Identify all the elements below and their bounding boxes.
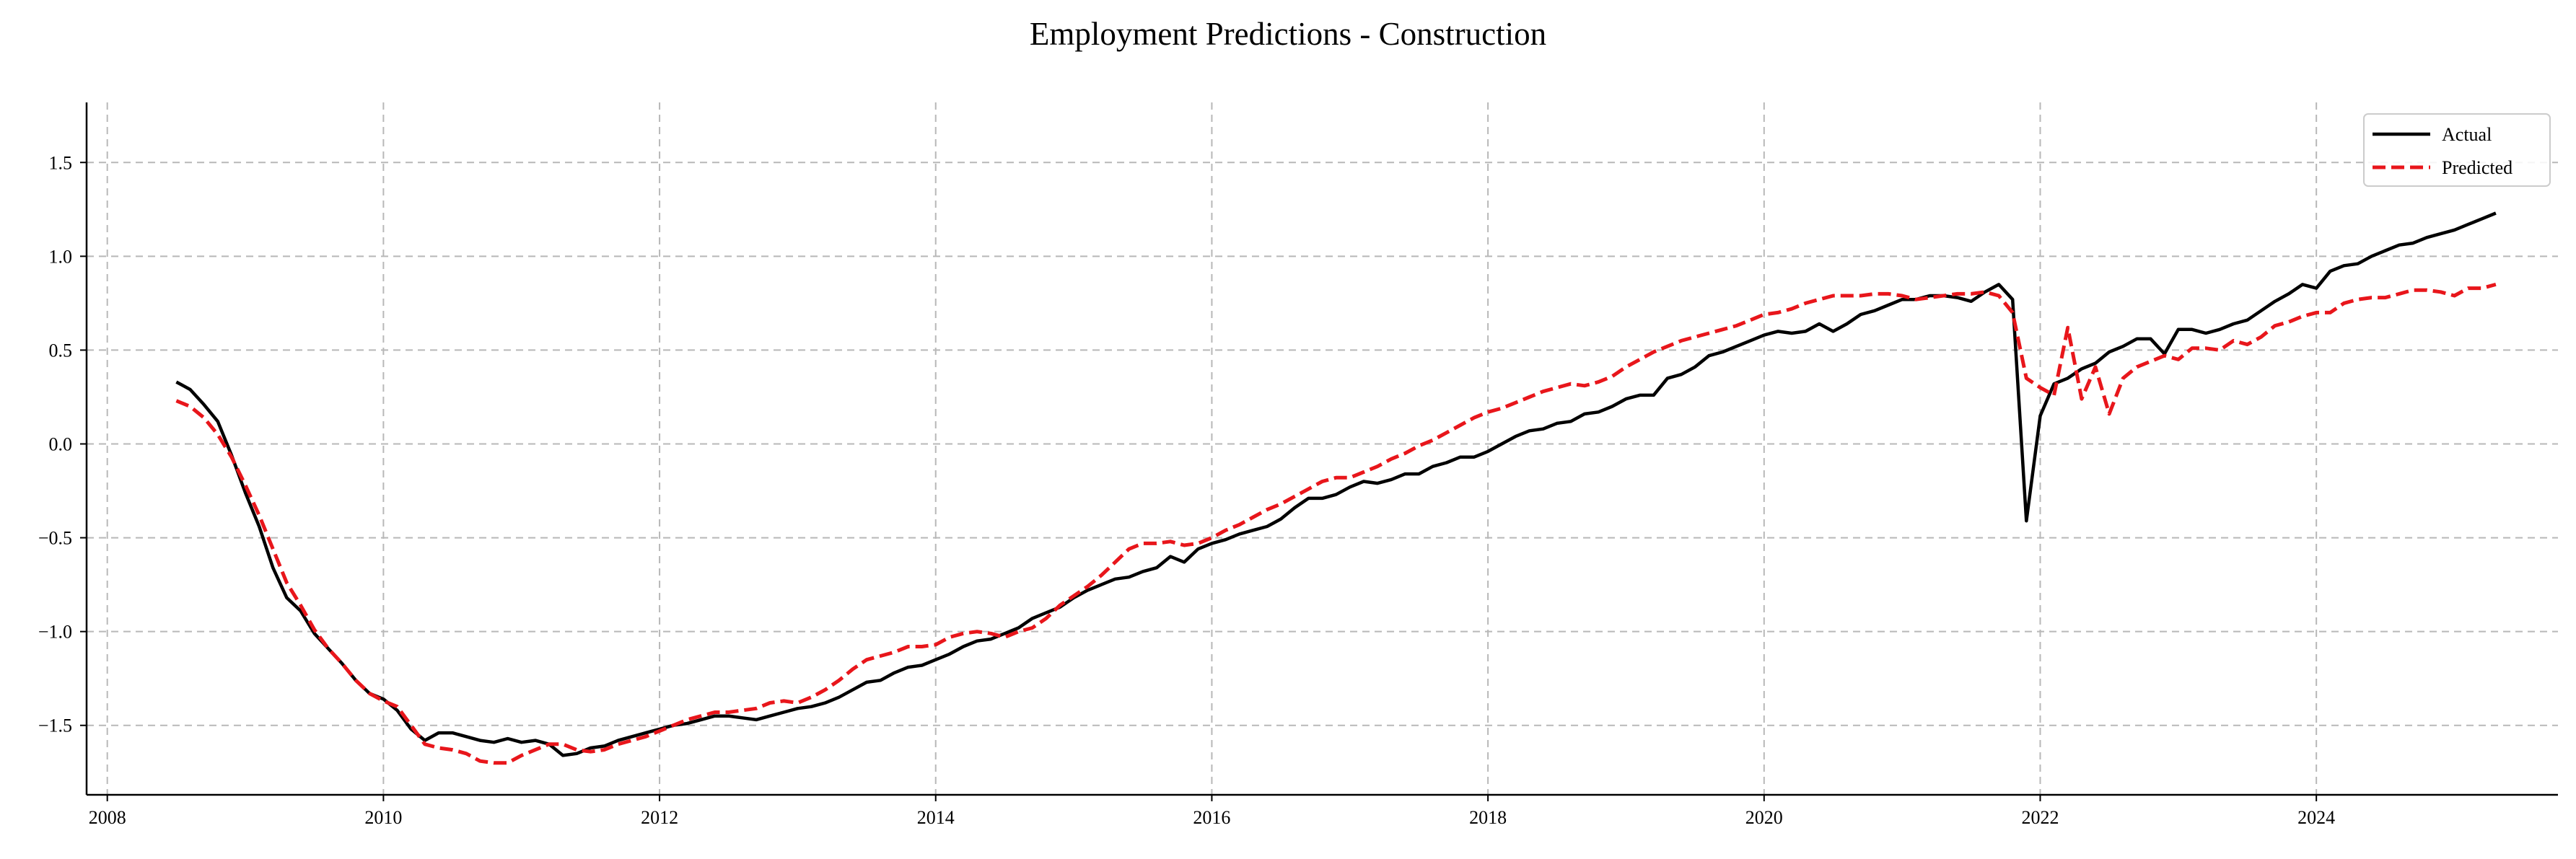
legend-label-actual: Actual [2442,124,2492,145]
y-tick-label-5: 1.0 [49,246,73,267]
y-tick-label-6: 1.5 [49,152,73,173]
x-tick-label-2014: 2014 [917,807,955,828]
series-line-actual [175,211,2497,757]
tick-labels: 2008 2010 2012 2014 2016 2018 2020 2022 2024 −1.5… [38,152,2335,828]
x-tick-label-2012: 2012 [641,807,678,828]
legend-label-predicted: Predicted [2442,157,2513,178]
legend: Actual Predicted [2363,113,2551,187]
y-tick-label-3: 0.0 [49,433,73,454]
y-tick-label-0: −1.5 [38,715,72,736]
y-tick-label-1: −1.0 [38,622,72,643]
chart-title: Employment Predictions - Construction [1030,16,1546,52]
x-tick-label-2024: 2024 [2297,807,2335,828]
x-tick-label-2018: 2018 [1469,807,1507,828]
y-tick-label-2: −0.5 [38,528,72,549]
grid-lines [87,102,2558,795]
y-tick-label-4: 0.5 [49,340,73,361]
x-tick-label-2020: 2020 [1745,807,1783,828]
axes [85,102,2558,796]
x-tick-label-2008: 2008 [89,807,126,828]
x-tick-label-2022: 2022 [2021,807,2059,828]
series-lines [175,211,2497,765]
x-tick-label-2016: 2016 [1193,807,1230,828]
series-line-predicted [175,282,2497,765]
x-tick-label-2010: 2010 [364,807,402,828]
